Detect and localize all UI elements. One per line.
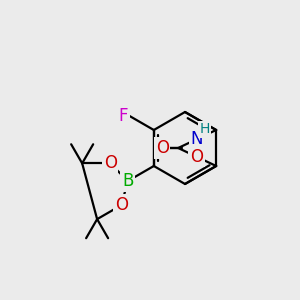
Text: O: O	[190, 148, 203, 166]
Text: B: B	[122, 172, 134, 190]
Text: O: O	[104, 154, 117, 172]
Text: N: N	[190, 130, 203, 148]
Text: O: O	[156, 139, 169, 157]
Text: F: F	[119, 107, 128, 125]
Text: H: H	[199, 122, 210, 136]
Text: O: O	[115, 196, 128, 214]
